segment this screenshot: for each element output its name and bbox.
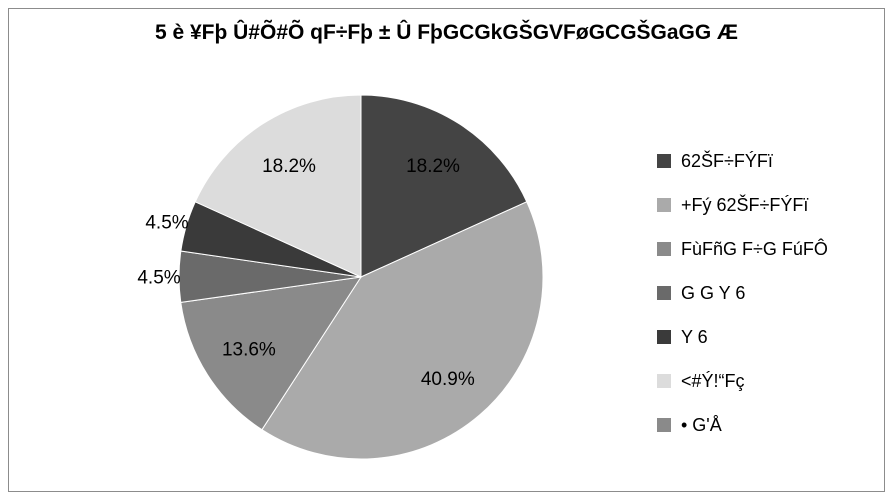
legend-item-4: G G Y 6	[657, 271, 828, 315]
chart-frame: 5 è ¥Fþ Û#Õ#Õ qF÷Fþ ± Û FþGCGkGŠGVFøGCGŠ…	[8, 8, 885, 492]
slice-label-5: 4.5%	[145, 212, 188, 233]
slice-label-3: 13.6%	[222, 340, 276, 361]
pie-slice-6	[194, 94, 362, 278]
legend-item-2: +Fý 62ŠF÷FÝFï	[657, 183, 828, 227]
chart-title: 5 è ¥Fþ Û#Õ#Õ qF÷Fþ ± Û FþGCGkGŠGVFøGCGŠ…	[154, 21, 739, 44]
legend-swatch-4	[657, 286, 671, 300]
legend-label-3: FùFñG F÷G FúFÔ	[681, 238, 828, 259]
slice-label-6: 18.2%	[262, 156, 316, 177]
legend-swatch-3	[657, 242, 671, 256]
pie-slice-2	[261, 201, 544, 460]
legend-label-5: Y 6	[681, 326, 708, 347]
legend-item-5: Y 6	[657, 315, 828, 359]
legend-label-7: • G'Å	[681, 414, 722, 435]
legend-swatch-5	[657, 330, 671, 344]
legend-label-4: G G Y 6	[681, 282, 746, 303]
pie-slice-1	[360, 94, 528, 278]
slice-label-4: 4.5%	[137, 268, 180, 289]
slice-label-2: 40.9%	[421, 369, 475, 390]
pie-chart: 18.2% 40.9% 13.6% 4.5% 4.5% 18.2%	[137, 94, 544, 460]
legend-item-3: FùFñG F÷G FúFÔ	[657, 227, 828, 271]
legend-label-2: +Fý 62ŠF÷FÝFï	[681, 194, 809, 215]
legend-swatch-2	[657, 198, 671, 212]
slice-label-1: 18.2%	[406, 156, 460, 177]
legend-swatch-1	[657, 154, 671, 168]
legend-label-6: <#Ý!“Fç	[681, 370, 745, 391]
legend-item-1: 62ŠF÷FÝFï	[657, 139, 828, 183]
legend-label-1: 62ŠF÷FÝFï	[681, 150, 773, 171]
legend: 62ŠF÷FÝFï +Fý 62ŠF÷FÝFï FùFñG F÷G FúFÔ G G …	[657, 139, 828, 447]
legend-swatch-6	[657, 374, 671, 388]
legend-item-7: • G'Å	[657, 403, 828, 447]
legend-item-6: <#Ý!“Fç	[657, 359, 828, 403]
legend-swatch-7	[657, 418, 671, 432]
pie-slice-3	[180, 276, 363, 431]
